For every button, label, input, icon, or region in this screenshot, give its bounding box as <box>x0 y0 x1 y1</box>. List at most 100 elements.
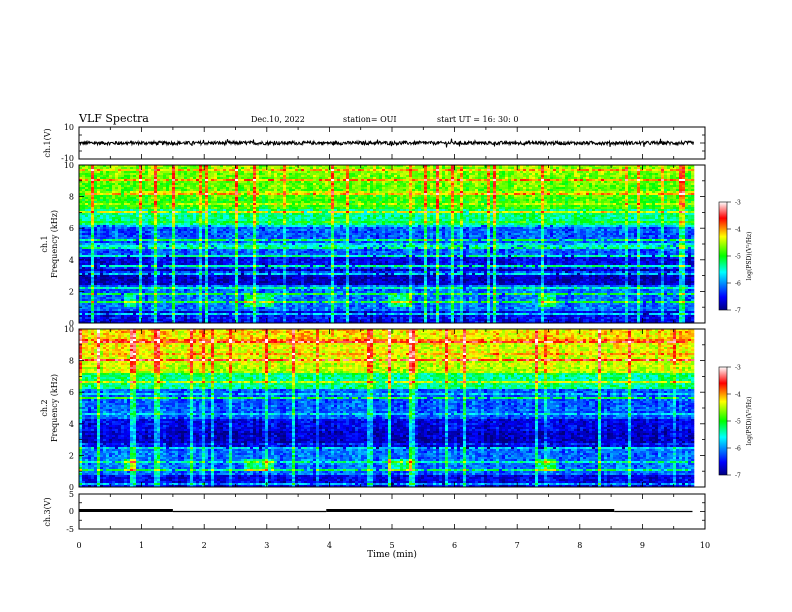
spectrogram-cell <box>247 217 251 220</box>
spectrogram-cell <box>196 315 200 318</box>
spectrogram-cell <box>226 223 230 226</box>
spectrogram-cell <box>172 311 176 314</box>
spectrogram-cell <box>151 311 155 314</box>
spectrogram-cell <box>136 307 140 310</box>
spectrogram-cell <box>226 289 230 292</box>
spectrogram-cell <box>94 303 98 306</box>
spectrogram-cell <box>127 271 131 274</box>
spectrogram-cell <box>241 195 245 198</box>
spectrogram-cell <box>133 245 137 248</box>
spectrogram-cell <box>223 177 227 180</box>
spectrogram-cell <box>250 165 254 168</box>
spectrogram-cell <box>154 281 158 284</box>
spectrogram-cell <box>235 193 239 196</box>
spectrogram-cell <box>121 287 125 290</box>
spectrogram-cell <box>97 197 101 200</box>
spectrogram-cell <box>181 225 185 228</box>
spectrogram-cell <box>121 213 125 216</box>
spectrogram-cell <box>223 193 227 196</box>
spectrogram-cell <box>106 215 110 218</box>
spectrogram-cell <box>82 203 86 206</box>
spectrogram-cell <box>169 219 173 222</box>
spectrogram-cell <box>163 197 167 200</box>
spectrogram-cell <box>226 171 230 174</box>
spectrogram-cell <box>178 229 182 232</box>
spectrogram-cell <box>202 309 206 312</box>
spectrogram-cell <box>199 281 203 284</box>
spectrogram-cell <box>133 297 137 300</box>
spectrogram-cell <box>160 275 164 278</box>
spectrogram-cell <box>184 285 188 288</box>
spectrogram-cell <box>118 227 122 230</box>
spectrogram-cell <box>229 273 233 276</box>
spectrogram-cell <box>172 267 176 270</box>
spectrogram-cell <box>190 243 194 246</box>
spectrogram-cell <box>127 249 131 252</box>
spectrogram-cell <box>226 245 230 248</box>
spectrogram-cell <box>220 281 224 284</box>
spectrogram-cell <box>121 215 125 218</box>
spectrogram-cell <box>82 265 86 268</box>
spectrogram-cell <box>208 241 212 244</box>
spectrogram-cell <box>145 293 149 296</box>
spectrogram-cell <box>109 305 113 308</box>
spectrogram-cell <box>121 181 125 184</box>
spectrogram-cell <box>82 243 86 246</box>
spectrogram-cell <box>133 183 137 186</box>
spectrogram-cell <box>109 199 113 202</box>
spectrogram-cell <box>133 195 137 198</box>
spectrogram-cell <box>214 309 218 312</box>
spectrogram-cell <box>154 165 158 168</box>
spectrogram-cell <box>85 201 89 204</box>
spectrogram-cell <box>229 293 233 296</box>
spectrogram-cell <box>199 173 203 176</box>
spectrogram-cell <box>262 271 266 274</box>
spectrogram-cell <box>91 299 95 302</box>
spectrogram-cell <box>130 211 134 214</box>
spectrogram-cell <box>244 203 248 206</box>
spectrogram-cell <box>184 183 188 186</box>
spectrogram-cell <box>256 175 260 178</box>
spectrogram-cell <box>253 307 257 310</box>
spectrogram-cell <box>88 205 92 208</box>
spectrogram-cell <box>133 169 137 172</box>
spectrogram-cell <box>103 189 107 192</box>
spectrogram-cell <box>214 277 218 280</box>
spectrogram-cell <box>229 227 233 230</box>
spectrogram-cell <box>223 319 227 322</box>
spectrogram-cell <box>157 189 161 192</box>
spectrogram-cell <box>109 189 113 192</box>
spectrogram-cell <box>229 291 233 294</box>
spectrogram-cell <box>235 261 239 264</box>
spectrogram-cell <box>193 189 197 192</box>
spectrogram-cell <box>244 281 248 284</box>
spectrogram-cell <box>100 203 104 206</box>
spectrogram-cell <box>118 205 122 208</box>
spectrogram-cell <box>205 207 209 210</box>
spectrogram-cell <box>259 203 263 206</box>
spectrogram-cell <box>253 225 257 228</box>
spectrogram-cell <box>247 169 251 172</box>
spectrogram-cell <box>103 187 107 190</box>
spectrogram-cell <box>265 237 269 240</box>
spectrogram-cell <box>178 251 182 254</box>
spectrogram-cell <box>202 195 206 198</box>
spectrogram-cell <box>118 263 122 266</box>
spectrogram-cell <box>250 293 254 296</box>
spectrogram-cell <box>259 241 263 244</box>
spectrogram-cell <box>214 179 218 182</box>
spectrogram-cell <box>103 265 107 268</box>
spectrogram-cell <box>97 183 101 186</box>
spectrogram-cell <box>97 253 101 256</box>
spectrogram-cell <box>217 289 221 292</box>
spectrogram-cell <box>235 179 239 182</box>
spectrogram-cell <box>169 307 173 310</box>
spectrogram-cell <box>127 315 131 318</box>
spectrogram-cell <box>94 311 98 314</box>
spectrogram-cell <box>127 317 131 320</box>
spectrogram-cell <box>202 179 206 182</box>
spectrogram-cell <box>163 245 167 248</box>
spectrogram-cell <box>142 211 146 214</box>
spectrogram-cell <box>127 261 131 264</box>
spectrogram-cell <box>148 307 152 310</box>
